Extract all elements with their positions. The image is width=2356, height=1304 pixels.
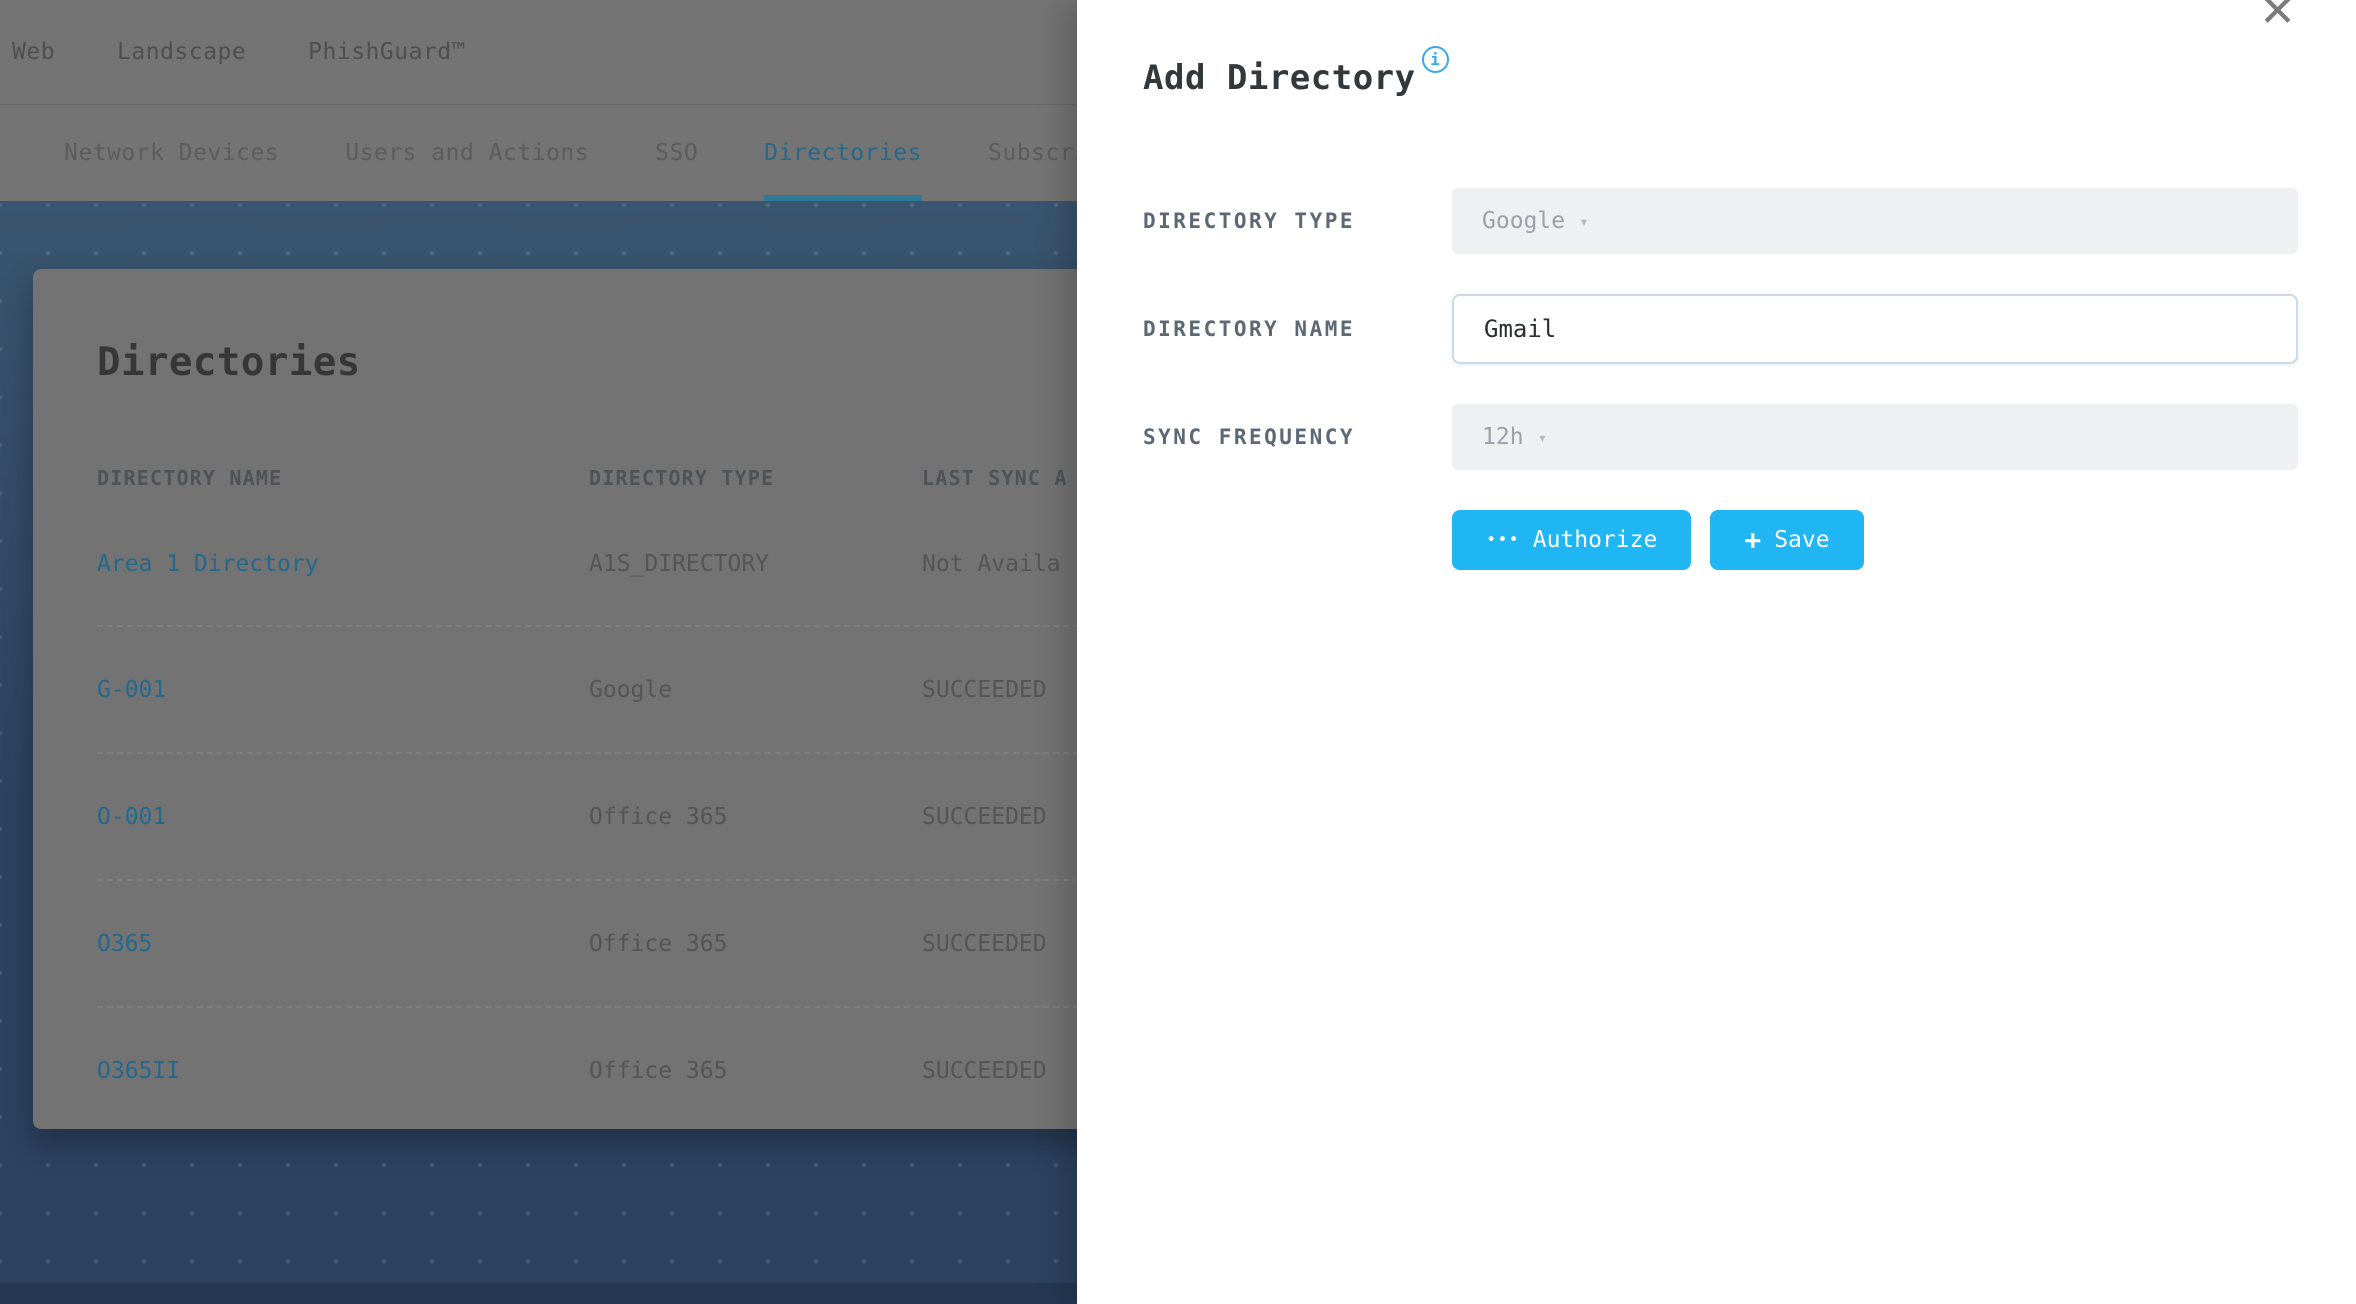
tab-sso[interactable]: SSO [655,140,699,166]
directories-table: DIRECTORY NAME DIRECTORY TYPE LAST SYNC … [97,453,1159,1133]
add-directory-form: DIRECTORY TYPE Google ▾ DIRECTORY NAME S… [1143,188,2298,570]
last-sync-cell: SUCCEEDED [922,1057,1047,1084]
nav-item-landscape[interactable]: Landscape [117,39,247,65]
plus-icon: + [1744,523,1762,556]
directory-type-label: DIRECTORY TYPE [1143,209,1356,233]
table-row: Area 1 Directory A1S_DIRECTORY Not Avail… [97,503,1159,625]
sync-frequency-value: 12h [1482,424,1524,450]
table-row: G-001 Google SUCCEEDED [97,625,1159,752]
tab-network-devices[interactable]: Network Devices [64,140,280,166]
save-button-label: Save [1774,527,1830,553]
tab-directories[interactable]: Directories [764,105,922,201]
last-sync-cell: SUCCEEDED [922,803,1047,830]
directory-type-cell: Office 365 [589,1057,728,1084]
info-icon[interactable]: i [1421,46,1449,73]
chevron-down-icon: ▾ [1579,211,1589,231]
directory-name-label: DIRECTORY NAME [1143,317,1356,341]
column-header-directory-type: DIRECTORY TYPE [589,466,775,490]
directories-card: Directories DIRECTORY NAME DIRECTORY TYP… [33,269,1223,1129]
table-row: O365II Office 365 SUCCEEDED [97,1006,1159,1133]
directory-name-input[interactable] [1452,294,2298,364]
chevron-down-icon: ▾ [1537,427,1548,447]
add-directory-drawer: Add Directory i ✕ DIRECTORY TYPE Google ▾… [1077,0,2356,1304]
close-icon: ✕ [2259,0,2296,37]
directory-name-link[interactable]: O-001 [97,803,167,830]
page-title: Directories [97,340,361,385]
directory-type-cell: A1S_DIRECTORY [589,551,770,577]
column-header-directory-name: DIRECTORY NAME [97,466,283,490]
directory-name-link[interactable]: O365 [97,930,153,957]
directory-type-cell: Office 365 [589,803,728,830]
table-row: O365 Office 365 SUCCEEDED [97,879,1159,1006]
drawer-header: Add Directory i ✕ [1143,0,2298,102]
nav-item-web[interactable]: Web [12,39,56,65]
tab-subscriptions[interactable]: Subscri [988,140,1089,166]
directory-type-select[interactable]: Google ▾ [1452,188,2298,254]
close-button[interactable]: ✕ [2255,0,2300,38]
directory-type-cell: Office 365 [589,930,728,957]
directory-type-value: Google [1482,208,1566,234]
form-row-directory-type: DIRECTORY TYPE Google ▾ [1143,188,2298,254]
table-row: O-001 Office 365 SUCCEEDED [97,752,1159,879]
nav-item-phishguard[interactable]: PhishGuard™ [308,39,466,65]
last-sync-cell: SUCCEEDED [922,930,1047,957]
ellipsis-icon: ••• [1486,529,1520,550]
directory-name-link[interactable]: O365II [97,1057,181,1084]
form-row-sync-frequency: SYNC FREQUENCY 12h ▾ [1143,404,2298,470]
authorize-button[interactable]: ••• Authorize [1452,510,1692,570]
form-row-directory-name: DIRECTORY NAME [1143,294,2298,364]
sync-frequency-label: SYNC FREQUENCY [1143,425,1356,449]
drawer-title: Add Directory [1143,58,1416,98]
sync-frequency-select[interactable]: 12h ▾ [1452,404,2298,470]
column-header-last-sync: LAST SYNC A [922,466,1068,490]
last-sync-cell: SUCCEEDED [922,676,1047,703]
drawer-actions: ••• Authorize + Save [1452,510,2298,570]
directory-name-link[interactable]: G-001 [97,676,167,703]
table-header-row: DIRECTORY NAME DIRECTORY TYPE LAST SYNC … [97,453,1159,503]
directory-type-cell: Google [589,676,673,703]
directory-name-link[interactable]: Area 1 Directory [97,551,319,577]
tab-users-and-actions[interactable]: Users and Actions [345,140,590,166]
last-sync-cell: Not Availa [922,551,1061,577]
save-button[interactable]: + Save [1710,510,1864,570]
authorize-button-label: Authorize [1532,527,1658,553]
